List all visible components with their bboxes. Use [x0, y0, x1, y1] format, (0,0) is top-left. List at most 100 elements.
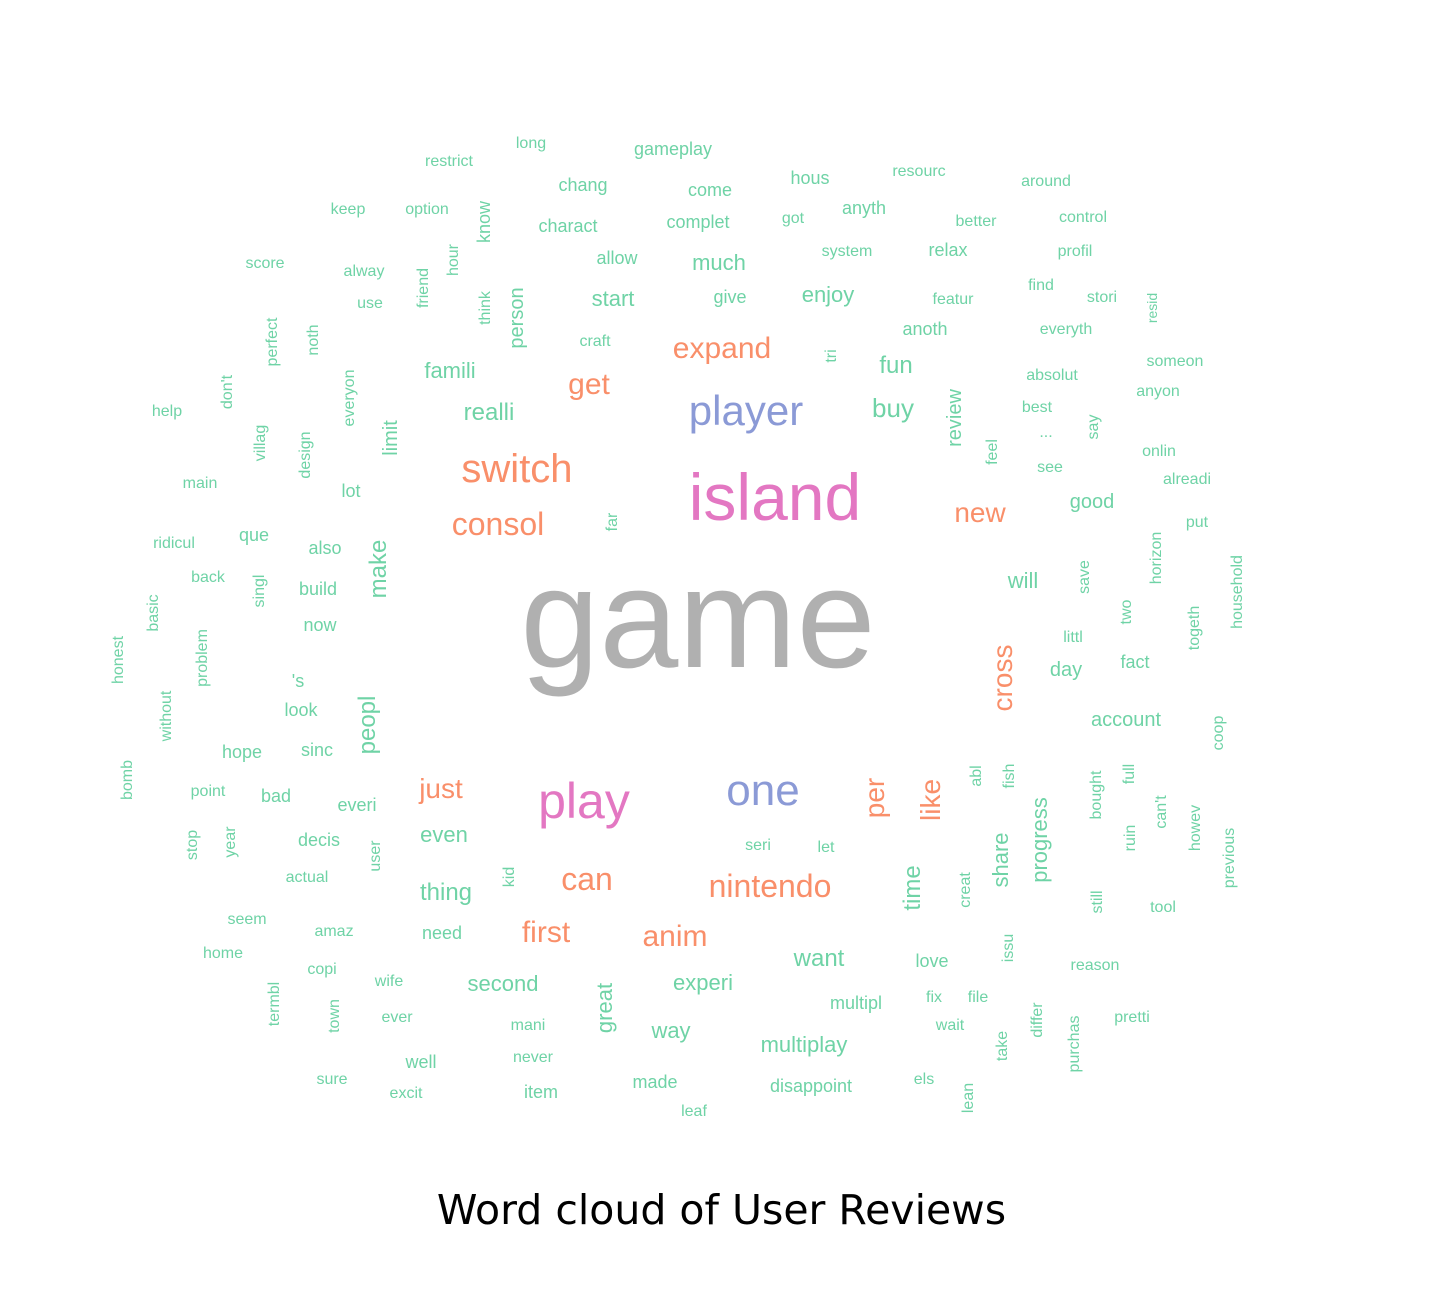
word-hope: hope: [222, 742, 262, 762]
word-hour: hour: [445, 243, 462, 276]
word-pretti: pretti: [1114, 1009, 1150, 1026]
word-progress: progress: [1027, 797, 1052, 883]
word-s: 's: [292, 671, 304, 691]
word-game: game: [520, 539, 875, 698]
word-singl: singl: [251, 575, 268, 608]
word-experi: experi: [673, 970, 733, 995]
word-time: time: [899, 865, 926, 910]
word-build: build: [299, 579, 337, 599]
word-want: want: [793, 945, 845, 972]
word-previous: previous: [1221, 828, 1238, 888]
word-household: household: [1229, 555, 1246, 629]
word-peopl: peopl: [354, 696, 381, 755]
word-charact: charact: [538, 216, 597, 236]
word-will: will: [1007, 568, 1039, 593]
word-system: system: [822, 243, 873, 260]
word-resid: resid: [1144, 293, 1160, 323]
word-villag: villag: [252, 425, 269, 461]
word-much: much: [692, 250, 746, 275]
word-cant: can't: [1153, 795, 1170, 829]
word-take: take: [994, 1031, 1011, 1061]
word-fun: fun: [879, 352, 912, 379]
word-day: day: [1050, 659, 1082, 681]
word-player: player: [689, 387, 803, 434]
word-tool: tool: [1150, 899, 1176, 916]
word-one: one: [726, 766, 799, 815]
word-play: play: [538, 773, 630, 829]
word-control: control: [1059, 209, 1107, 226]
word-abl: abl: [968, 765, 985, 786]
word-seem: seem: [227, 911, 266, 928]
word-lean: lean: [960, 1083, 977, 1113]
word-els: els: [914, 1071, 934, 1088]
word-now: now: [303, 615, 337, 635]
word-consol: consol: [452, 506, 545, 542]
word-town: town: [326, 999, 343, 1033]
word-point: point: [191, 783, 226, 800]
word-stori: stori: [1087, 289, 1117, 306]
word-problem: problem: [194, 629, 211, 687]
word-bomb: bomb: [119, 760, 136, 800]
word-noth: noth: [305, 324, 322, 355]
word-back: back: [191, 569, 226, 586]
word-need: need: [422, 923, 462, 943]
word-copi: copi: [307, 961, 336, 978]
word-thing: thing: [420, 879, 472, 906]
word-chang: chang: [558, 175, 607, 195]
word-account: account: [1091, 709, 1161, 731]
word-come: come: [688, 180, 732, 200]
word-see: see: [1037, 459, 1063, 476]
word-everyth: everyth: [1040, 321, 1092, 338]
word-cross: cross: [987, 645, 1018, 712]
word-ridicul: ridicul: [153, 535, 195, 552]
word-anoth: anoth: [902, 319, 947, 339]
word-mani: mani: [511, 1017, 546, 1034]
word-great: great: [592, 983, 617, 1033]
word-que: que: [239, 525, 269, 545]
word-long: long: [516, 135, 546, 152]
word-good: good: [1070, 491, 1115, 513]
word-everyon: everyon: [341, 370, 358, 427]
word-also: also: [308, 538, 341, 558]
word-multiplay: multiplay: [761, 1032, 848, 1057]
word-around: around: [1021, 173, 1071, 190]
word-better: better: [956, 213, 998, 230]
word-buy: buy: [872, 393, 914, 423]
word-even: even: [420, 822, 468, 847]
word-love: love: [915, 951, 948, 971]
word-main: main: [183, 475, 218, 492]
word-restrict: restrict: [425, 153, 474, 170]
word-help: help: [152, 403, 182, 420]
word-basic: basic: [145, 594, 162, 631]
word-amaz: amaz: [314, 923, 353, 940]
word-bought: bought: [1088, 770, 1105, 819]
word-seri: seri: [745, 837, 771, 854]
word-anim: anim: [642, 920, 707, 953]
word-give: give: [713, 287, 746, 307]
word-absolut: absolut: [1026, 367, 1078, 384]
word-option: option: [405, 201, 449, 218]
word-fish: fish: [1001, 764, 1018, 789]
word-decis: decis: [298, 830, 340, 850]
word-way: way: [650, 1018, 690, 1043]
word-alway: alway: [344, 263, 385, 280]
word-ever: ever: [381, 1009, 413, 1026]
word-mark: ...: [1039, 424, 1052, 441]
word-issu: issu: [1000, 934, 1017, 962]
word-lot: lot: [341, 481, 360, 501]
word-onlin: onlin: [1142, 443, 1176, 460]
word-creat: creat: [957, 872, 974, 908]
word-got: got: [782, 210, 805, 227]
word-just: just: [418, 773, 463, 804]
word-craft: craft: [579, 333, 611, 350]
word-enjoy: enjoy: [802, 282, 855, 307]
word-score: score: [245, 255, 284, 272]
word-honest: honest: [110, 635, 127, 684]
word-fact: fact: [1120, 652, 1149, 672]
word-design: design: [297, 431, 314, 478]
word-sure: sure: [316, 1071, 347, 1088]
word-say: say: [1085, 415, 1102, 440]
word-littl: littl: [1063, 629, 1083, 646]
word-disappoint: disappoint: [770, 1076, 852, 1096]
word-nintendo: nintendo: [709, 868, 832, 904]
